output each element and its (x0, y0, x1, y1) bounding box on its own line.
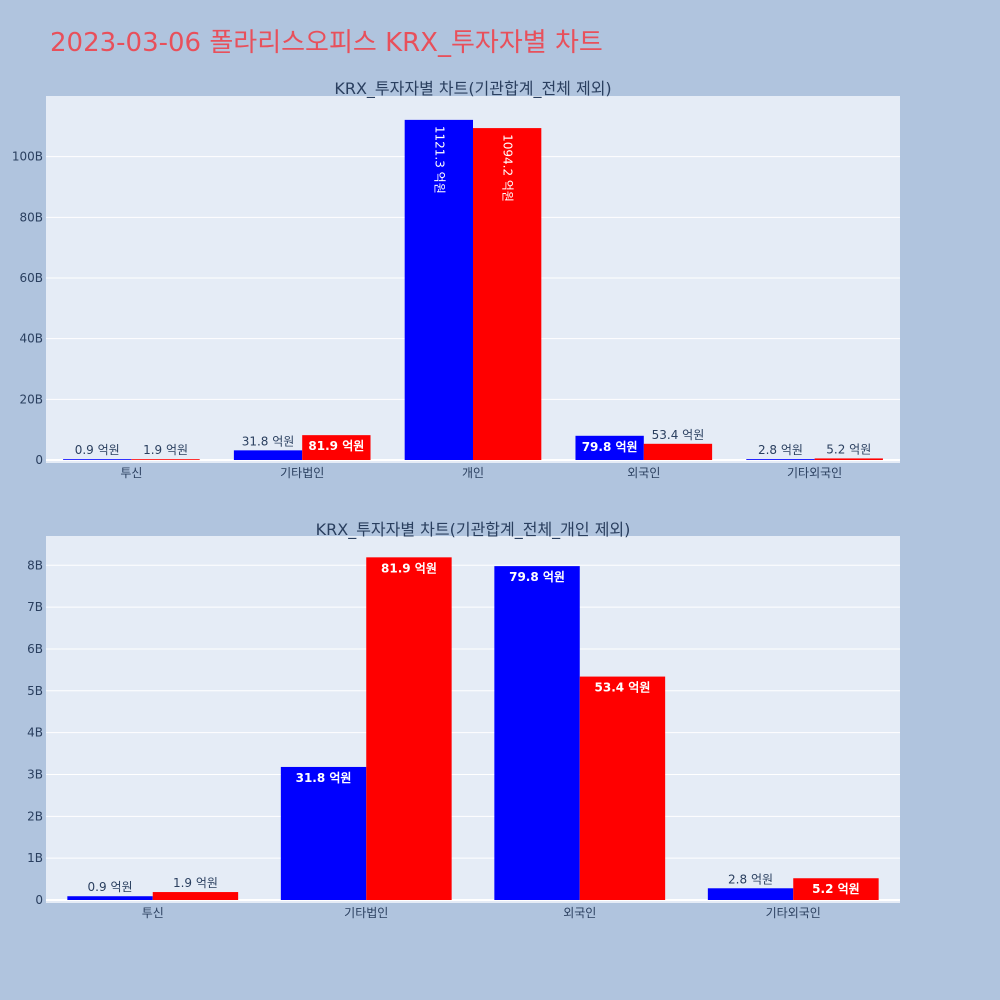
x-tick-label: 기타법인 (344, 906, 388, 920)
bar-label: 53.4 억원 (652, 428, 705, 442)
y-tick-label: 8B (27, 558, 43, 572)
bar-label: 81.9 억원 (381, 561, 437, 575)
x-tick-label: 외국인 (627, 466, 660, 480)
y-tick-label: 80B (19, 210, 43, 224)
y-tick-label: 20B (19, 392, 43, 406)
bar (643, 443, 713, 460)
bar-label: 5.2 억원 (812, 882, 860, 896)
x-tick-label: 투신 (120, 466, 142, 480)
bar-label: 0.9 억원 (75, 443, 120, 457)
x-tick-label: 외국인 (563, 906, 596, 920)
bar (366, 557, 452, 900)
bar (67, 896, 153, 900)
bar (579, 676, 666, 900)
bar-label: 1121.3 억원 (432, 126, 446, 194)
x-tick-label: 기타외국인 (787, 466, 842, 480)
bar-label: 81.9 억원 (308, 439, 364, 453)
y-tick-label: 4B (27, 726, 43, 740)
bar (404, 119, 473, 461)
bar-label: 5.2 억원 (826, 442, 871, 456)
bar (131, 459, 200, 460)
y-tick-label: 2B (27, 809, 43, 823)
bar-label: 2.8 억원 (758, 443, 803, 457)
bar (746, 459, 815, 460)
page-title: 2023-03-06 폴라리스오피스 KRX_투자자별 차트 (50, 28, 603, 58)
bar (494, 566, 580, 900)
plot-background (46, 536, 900, 903)
bar (575, 435, 644, 460)
bar (793, 878, 879, 900)
chart-subtitle: KRX_투자자별 차트(기관합계_전체_개인 제외) (316, 520, 631, 540)
y-tick-label: 6B (27, 642, 43, 656)
x-tick-label: 기타외국인 (766, 906, 821, 920)
bar-label: 0.9 억원 (88, 880, 133, 894)
y-tick-label: 7B (27, 600, 43, 614)
y-tick-label: 1B (27, 851, 43, 865)
bar-label: 1094.2 억원 (501, 134, 515, 202)
bar (302, 435, 371, 460)
bar (152, 892, 239, 900)
x-tick-label: 투신 (142, 906, 164, 920)
chart-top: 0 20B 40B 60B 80B 100B KRX_투자자별 차트(기관합계_전체 제외)… (12, 79, 900, 480)
bar (280, 766, 367, 900)
y-tick-label: 60B (19, 271, 43, 285)
bar (63, 459, 132, 460)
y-tick-label: 5B (27, 684, 43, 698)
y-tick-label: 0 (35, 453, 43, 467)
y-tick-label: 3B (27, 767, 43, 781)
bar (233, 450, 303, 460)
bar (707, 888, 794, 900)
bar-label: 79.8 억원 (582, 440, 638, 454)
bar-label: 53.4 억원 (595, 681, 651, 695)
bar-label: 31.8 억원 (296, 771, 352, 785)
bar-label: 31.8 억원 (242, 434, 295, 448)
bar (473, 128, 542, 461)
bar-label: 1.9 억원 (173, 876, 218, 890)
y-tick-label: 100B (12, 150, 43, 164)
bar (814, 458, 883, 460)
x-tick-label: 기타법인 (280, 466, 324, 480)
y-tick-label: 40B (19, 332, 43, 346)
x-tick-label: 개인 (462, 466, 484, 480)
bar-label: 2.8 억원 (728, 872, 773, 886)
bar-label: 79.8 억원 (509, 570, 565, 584)
y-tick-label: 0 (35, 893, 43, 907)
chart-subtitle: KRX_투자자별 차트(기관합계_전체 제외) (334, 79, 611, 99)
bar-label: 1.9 억원 (143, 443, 188, 457)
